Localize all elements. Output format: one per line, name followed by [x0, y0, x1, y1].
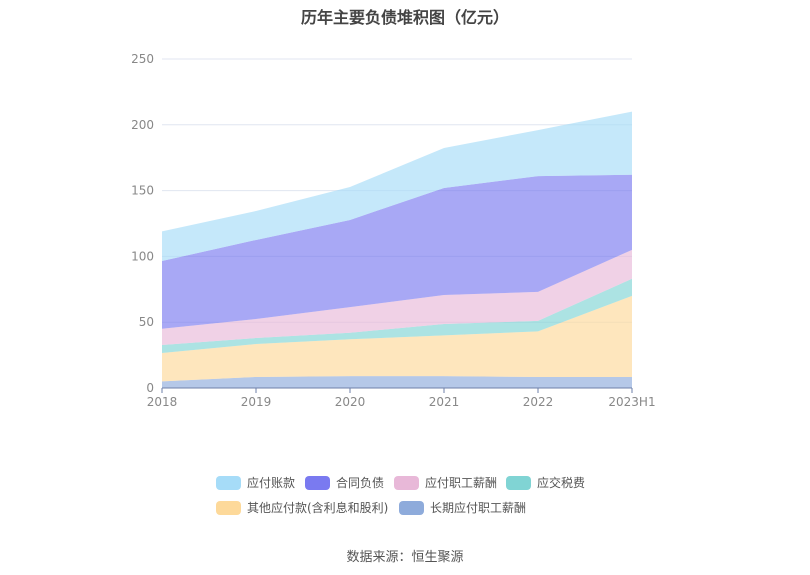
y-tick-label: 100: [131, 249, 154, 263]
legend-label: 其他应付款(含利息和股利): [247, 501, 389, 515]
legend-swatch: [216, 475, 241, 490]
y-tick-label: 50: [139, 315, 154, 329]
legend-swatch: [394, 475, 419, 490]
legend-item[interactable]: 应交税费: [506, 474, 585, 491]
legend-item[interactable]: 其他应付款(含利息和股利): [216, 499, 388, 516]
area-0: [162, 376, 632, 388]
x-tick-label: 2019: [241, 395, 272, 409]
area-2: [162, 278, 632, 353]
x-tick-label: 2023H1: [608, 395, 655, 409]
legend-label: 应交税费: [537, 476, 586, 490]
x-tick-label: 2020: [335, 395, 366, 409]
legend-swatch: [305, 475, 330, 490]
chart-title: 历年主要负债堆积图（亿元）: [300, 8, 509, 27]
legend-item[interactable]: 应付账款: [216, 474, 295, 491]
legend-swatch: [506, 475, 531, 490]
legend-label: 应付职工薪酬: [425, 476, 498, 490]
legend-swatch: [399, 500, 424, 515]
legend-item[interactable]: 合同负债: [305, 474, 384, 491]
area-5: [162, 111, 632, 262]
area-4: [162, 174, 632, 329]
y-tick-label: 150: [131, 184, 154, 198]
x-tick-label: 2018: [147, 395, 178, 409]
legend-label: 合同负债: [336, 476, 385, 490]
legend-item[interactable]: 应付职工薪酬: [394, 474, 497, 491]
x-tick-label: 2021: [429, 395, 460, 409]
data-source: 数据来源：恒生聚源: [346, 550, 464, 565]
area-3: [162, 249, 632, 345]
y-tick-label: 250: [131, 52, 154, 66]
legend-swatch: [216, 500, 241, 515]
legend-label: 应付账款: [247, 476, 296, 490]
legend-item[interactable]: 长期应付职工薪酬: [399, 499, 526, 516]
y-tick-label: 200: [131, 118, 154, 132]
legend-label: 长期应付职工薪酬: [430, 501, 527, 515]
y-tick-label: 0: [146, 381, 154, 395]
x-tick-label: 2022: [523, 395, 554, 409]
area-1: [162, 295, 632, 382]
